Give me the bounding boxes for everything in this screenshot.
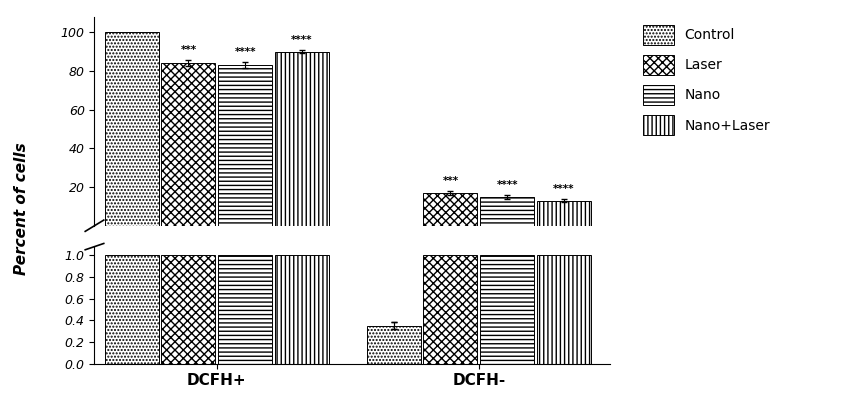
Bar	[423, 193, 478, 226]
Bar	[161, 63, 216, 226]
Bar	[275, 51, 329, 226]
Bar	[275, 255, 329, 364]
Bar	[105, 255, 159, 364]
Bar	[423, 255, 478, 364]
Text: ****: ****	[497, 180, 518, 190]
Bar	[218, 255, 272, 364]
Text: Percent of cells: Percent of cells	[14, 143, 29, 275]
Text: ****: ****	[235, 47, 256, 57]
Text: ****: ****	[291, 35, 313, 45]
Text: ***: ***	[180, 46, 197, 56]
Bar	[161, 255, 216, 364]
Bar	[537, 201, 591, 226]
Bar	[480, 197, 534, 226]
Bar	[105, 32, 159, 226]
Text: ***: ***	[442, 176, 459, 186]
Bar	[480, 255, 534, 364]
Bar	[367, 326, 421, 364]
Bar	[218, 65, 272, 226]
Bar	[537, 255, 591, 364]
Text: ****: ****	[553, 184, 575, 194]
Legend: Control, Laser, Nano, Nano+Laser: Control, Laser, Nano, Nano+Laser	[637, 20, 776, 140]
